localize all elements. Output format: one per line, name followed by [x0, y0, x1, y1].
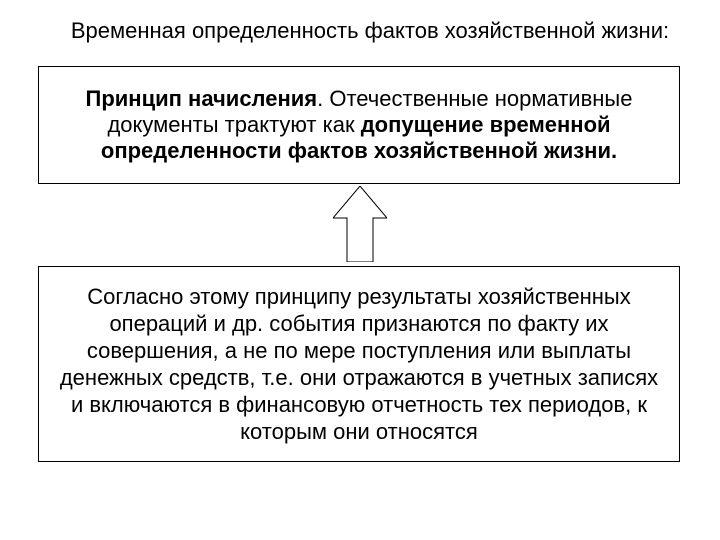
- arrow-up-icon: [333, 186, 387, 262]
- up-arrow: [333, 186, 387, 262]
- top-concept-text: Принцип начисления. Отечественные нормат…: [59, 86, 659, 164]
- top-concept-box: Принцип начисления. Отечественные нормат…: [38, 66, 680, 184]
- page-title: Временная определенность фактов хозяйств…: [40, 18, 700, 44]
- bottom-concept-box: Согласно этому принципу результаты хозяй…: [38, 266, 680, 462]
- bottom-concept-text: Согласно этому принципу результаты хозяй…: [59, 283, 659, 445]
- text-segment: Принцип начисления: [86, 86, 318, 111]
